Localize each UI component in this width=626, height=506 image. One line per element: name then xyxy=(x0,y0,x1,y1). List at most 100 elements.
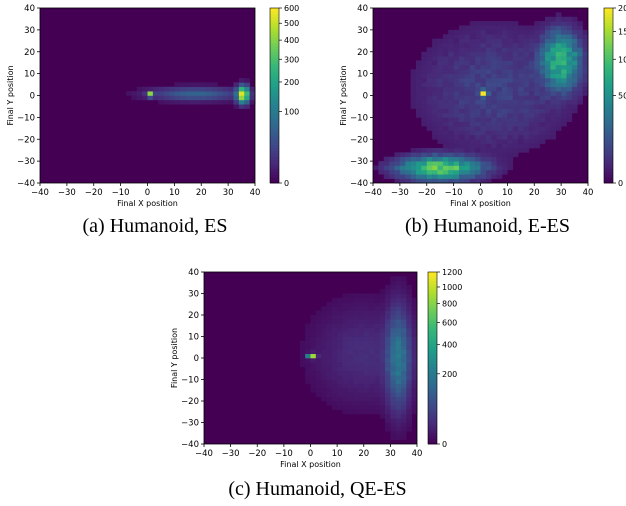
density-cell xyxy=(369,345,375,350)
density-cell xyxy=(395,323,402,329)
density-cell xyxy=(459,25,465,31)
density-cell xyxy=(459,86,465,92)
density-cell xyxy=(539,64,546,70)
density-cell xyxy=(358,375,365,380)
colorbar-segment xyxy=(270,171,279,175)
x-tick-label: 0 xyxy=(145,188,150,198)
density-cell xyxy=(169,91,175,96)
colorbar-segment xyxy=(270,63,279,67)
density-cell xyxy=(310,370,317,376)
density-cell xyxy=(502,152,508,158)
density-cell xyxy=(401,345,407,350)
density-cell xyxy=(539,82,546,88)
density-cell xyxy=(406,340,412,346)
density-cell xyxy=(523,29,530,35)
density-cell xyxy=(395,353,402,359)
density-cell xyxy=(491,108,497,114)
colorbar-segment xyxy=(604,63,613,67)
density-cell xyxy=(507,21,514,26)
density-cell xyxy=(353,392,359,397)
density-cell xyxy=(321,349,327,354)
density-cell xyxy=(545,29,551,35)
density-cells xyxy=(299,276,418,440)
density-cell xyxy=(437,169,444,175)
density-cell xyxy=(342,315,349,320)
density-cell xyxy=(353,315,359,320)
density-cell xyxy=(507,91,514,96)
density-cell xyxy=(442,139,449,144)
density-cell xyxy=(401,375,407,380)
density-cell xyxy=(379,388,386,393)
density-cell xyxy=(395,302,402,307)
density-cell xyxy=(321,366,327,372)
density-cell xyxy=(342,401,349,406)
density-cell xyxy=(342,319,349,324)
density-cell xyxy=(502,113,508,118)
density-cell xyxy=(432,178,438,184)
density-cell xyxy=(337,353,343,359)
density-cell xyxy=(337,392,343,397)
density-cell xyxy=(163,91,170,96)
density-cell xyxy=(496,29,503,35)
density-cell xyxy=(369,401,375,406)
density-cell xyxy=(379,366,386,372)
density-cell xyxy=(406,302,412,307)
y-axis-label: Final Y position xyxy=(6,65,15,125)
density-cell xyxy=(411,366,418,372)
density-cell xyxy=(442,156,449,162)
colorbar-tick-label: 1200 xyxy=(442,268,462,277)
density-cell xyxy=(480,152,487,158)
density-cell xyxy=(448,178,454,184)
density-cell xyxy=(555,56,562,61)
density-cell xyxy=(496,148,503,153)
density-cell xyxy=(523,108,530,114)
density-cell xyxy=(523,73,530,79)
density-cell xyxy=(496,99,503,105)
density-cell xyxy=(512,134,519,140)
density-cell xyxy=(534,86,540,92)
density-cell xyxy=(475,130,481,136)
density-cell xyxy=(491,60,497,66)
density-cell xyxy=(374,409,381,415)
density-cell xyxy=(383,165,390,171)
density-cell xyxy=(469,156,476,162)
density-cell xyxy=(342,375,349,380)
density-cell xyxy=(518,64,524,70)
density-cell xyxy=(353,353,359,359)
density-cell xyxy=(453,38,460,44)
colorbar-segment xyxy=(270,22,279,26)
density-cell xyxy=(390,418,397,423)
density-cell xyxy=(244,95,250,101)
density-cell xyxy=(421,121,428,127)
density-cell xyxy=(347,306,354,311)
colorbar-segment xyxy=(604,174,613,178)
density-cell xyxy=(512,130,519,136)
density-cell xyxy=(233,104,240,109)
density-cell xyxy=(395,310,402,316)
density-cell xyxy=(437,178,444,184)
density-cell xyxy=(566,64,573,70)
density-cell xyxy=(459,95,465,101)
density-cell xyxy=(539,117,546,123)
density-cell xyxy=(437,113,444,118)
density-cell xyxy=(523,99,530,105)
density-cell xyxy=(342,349,349,354)
density-cell xyxy=(411,362,418,367)
density-cell xyxy=(437,126,444,131)
density-cell xyxy=(379,379,386,385)
colorbar-segment xyxy=(604,156,613,161)
density-cell xyxy=(406,362,412,367)
density-cell xyxy=(523,69,530,74)
density-cell xyxy=(496,130,503,136)
density-cell xyxy=(353,340,359,346)
density-cell xyxy=(212,91,218,96)
density-cell xyxy=(432,165,438,171)
density-cell xyxy=(390,319,397,324)
y-tick-label: 10 xyxy=(188,333,199,343)
density-cell xyxy=(142,86,148,92)
density-cell xyxy=(337,370,343,376)
density-cell xyxy=(369,336,375,342)
density-cell xyxy=(426,91,433,96)
density-cell xyxy=(555,47,562,53)
density-cell xyxy=(437,152,444,158)
